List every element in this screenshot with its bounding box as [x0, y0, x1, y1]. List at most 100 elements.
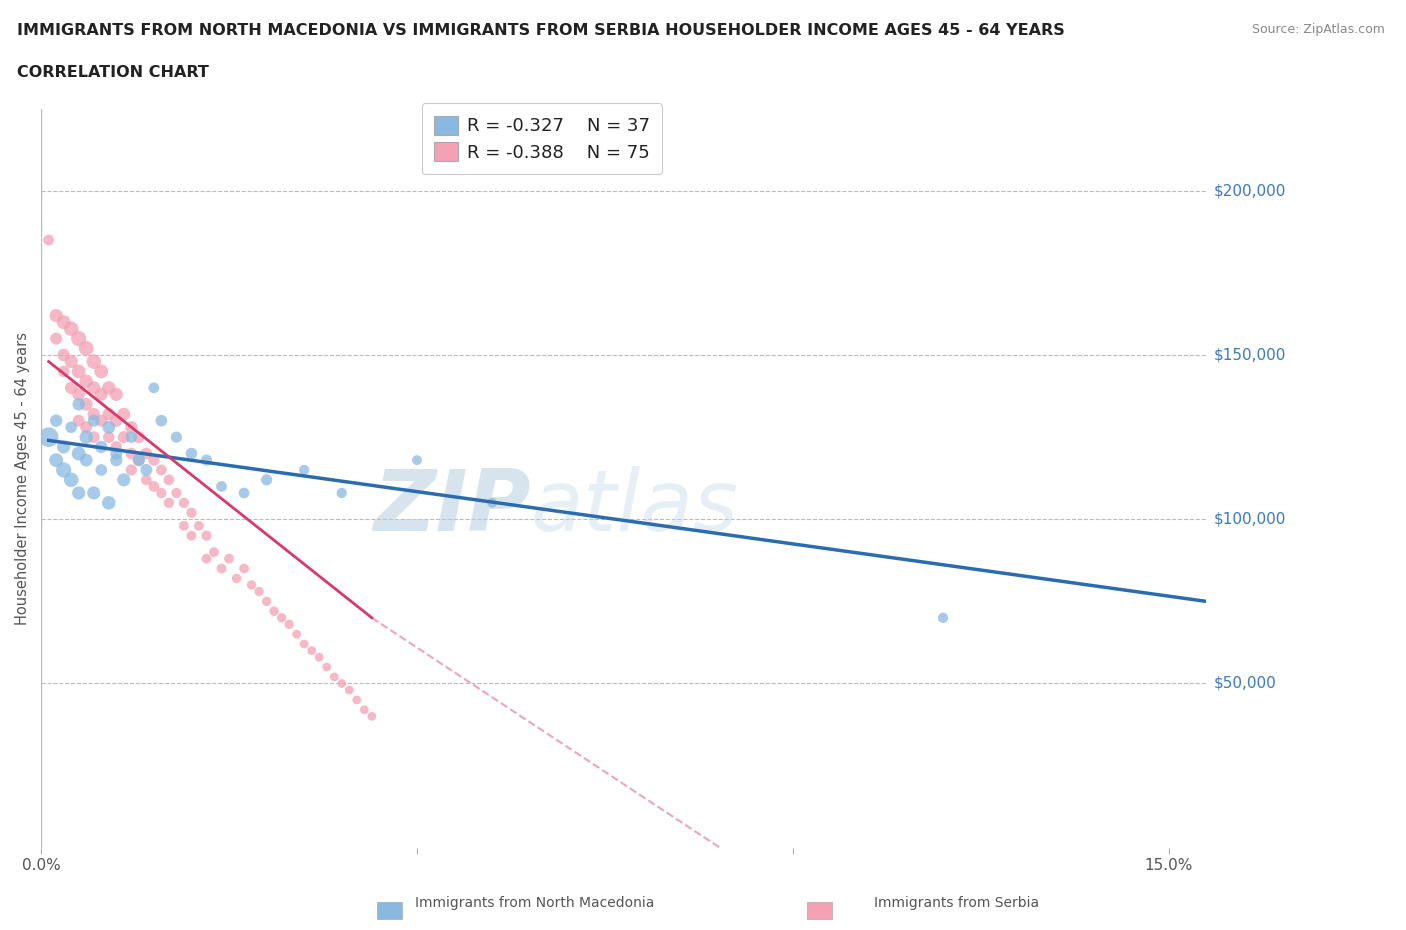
Point — [233, 561, 256, 576]
Point — [60, 380, 83, 395]
Text: CORRELATION CHART: CORRELATION CHART — [17, 65, 208, 80]
Point — [75, 374, 97, 389]
Point — [75, 397, 97, 412]
Point — [330, 485, 353, 500]
Point — [285, 627, 308, 642]
Point — [112, 472, 135, 487]
Y-axis label: Householder Income Ages 45 - 64 years: Householder Income Ages 45 - 64 years — [15, 332, 30, 625]
Point — [292, 637, 315, 652]
Point — [195, 453, 218, 468]
Point — [406, 453, 429, 468]
Point — [45, 331, 67, 346]
Point — [60, 321, 83, 336]
Point — [67, 397, 90, 412]
Point — [353, 702, 375, 717]
Point — [142, 479, 165, 494]
Point — [142, 453, 165, 468]
Point — [202, 545, 225, 560]
Point — [195, 528, 218, 543]
Point — [278, 617, 301, 631]
Point — [83, 430, 105, 445]
Point — [195, 551, 218, 566]
Text: Immigrants from North Macedonia: Immigrants from North Macedonia — [415, 896, 654, 910]
Point — [188, 518, 211, 533]
Point — [256, 594, 278, 609]
Point — [83, 406, 105, 421]
Point — [38, 232, 60, 247]
Point — [45, 308, 67, 323]
Point — [180, 528, 202, 543]
Point — [315, 659, 337, 674]
Point — [75, 430, 97, 445]
Point — [165, 430, 187, 445]
Point — [75, 453, 97, 468]
Point — [52, 462, 75, 477]
Point — [142, 380, 165, 395]
Point — [225, 571, 247, 586]
Point — [173, 496, 195, 511]
Point — [128, 453, 150, 468]
Point — [240, 578, 263, 592]
Point — [45, 453, 67, 468]
Point — [157, 496, 180, 511]
Point — [120, 419, 142, 434]
Point — [45, 413, 67, 428]
Point — [60, 419, 83, 434]
Point — [135, 446, 157, 461]
Point — [932, 610, 955, 625]
Point — [67, 364, 90, 379]
Point — [75, 341, 97, 356]
Point — [38, 430, 60, 445]
Text: atlas: atlas — [530, 466, 738, 550]
Point — [105, 440, 128, 455]
Point — [52, 314, 75, 329]
Point — [67, 485, 90, 500]
Point — [90, 440, 112, 455]
Point — [52, 348, 75, 363]
Point — [120, 462, 142, 477]
Point — [60, 472, 83, 487]
Text: $100,000: $100,000 — [1213, 512, 1286, 526]
Point — [52, 440, 75, 455]
Point — [256, 472, 278, 487]
Point — [157, 472, 180, 487]
Point — [360, 709, 382, 724]
Point — [211, 561, 233, 576]
Point — [135, 462, 157, 477]
Point — [323, 670, 346, 684]
Legend: R = -0.327    N = 37, R = -0.388    N = 75: R = -0.327 N = 37, R = -0.388 N = 75 — [422, 103, 662, 174]
Point — [67, 413, 90, 428]
Point — [90, 387, 112, 402]
Point — [67, 331, 90, 346]
Point — [97, 419, 120, 434]
Point — [112, 406, 135, 421]
Point — [180, 446, 202, 461]
Point — [120, 430, 142, 445]
Point — [128, 430, 150, 445]
Point — [105, 453, 128, 468]
Point — [83, 380, 105, 395]
Text: $200,000: $200,000 — [1213, 183, 1286, 198]
Point — [75, 419, 97, 434]
Point — [83, 485, 105, 500]
Point — [128, 453, 150, 468]
Point — [90, 364, 112, 379]
Point — [112, 430, 135, 445]
Text: Source: ZipAtlas.com: Source: ZipAtlas.com — [1251, 23, 1385, 36]
Point — [67, 387, 90, 402]
Text: IMMIGRANTS FROM NORTH MACEDONIA VS IMMIGRANTS FROM SERBIA HOUSEHOLDER INCOME AGE: IMMIGRANTS FROM NORTH MACEDONIA VS IMMIG… — [17, 23, 1064, 38]
Text: $150,000: $150,000 — [1213, 348, 1286, 363]
Point — [337, 683, 360, 698]
Point — [346, 693, 368, 708]
Point — [90, 462, 112, 477]
Point — [135, 472, 157, 487]
Point — [150, 485, 173, 500]
Point — [90, 413, 112, 428]
Point — [97, 380, 120, 395]
Point — [218, 551, 240, 566]
Text: Immigrants from Serbia: Immigrants from Serbia — [873, 896, 1039, 910]
Point — [301, 644, 323, 658]
Point — [67, 446, 90, 461]
Point — [263, 604, 285, 618]
Point — [150, 462, 173, 477]
